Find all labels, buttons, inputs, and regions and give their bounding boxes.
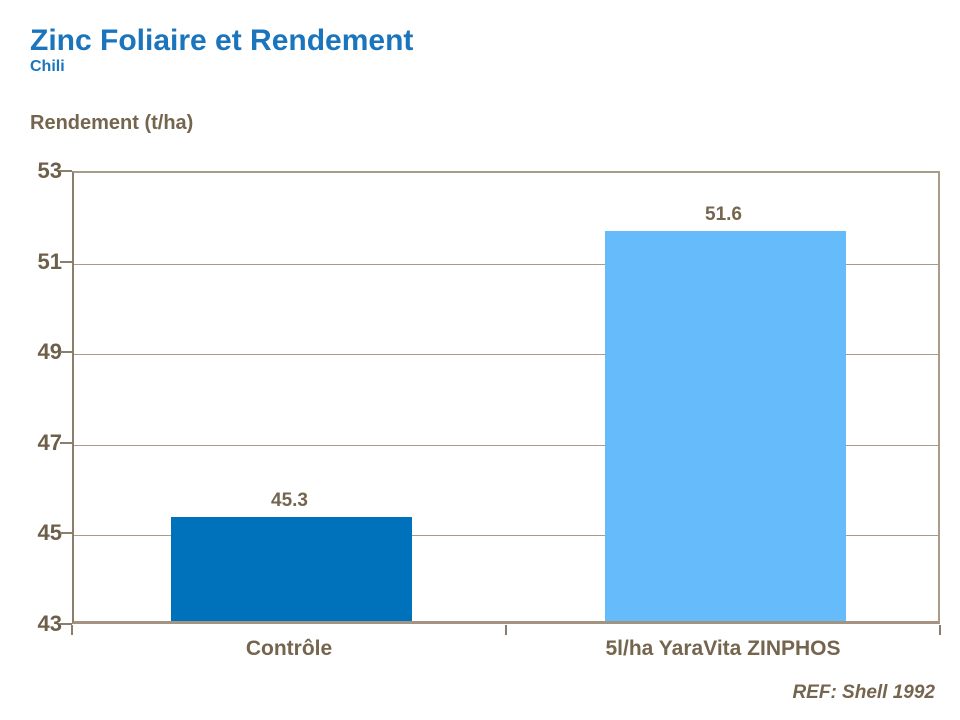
y-tick-mark-47 [60,442,72,444]
y-tick-label-45: 45 [37,520,62,545]
y-tick-label-43: 43 [37,611,62,636]
y-tick-label-49: 49 [37,339,62,364]
y-tick-mark-51 [60,261,72,263]
page-title: Zinc Foliaire et Rendement [30,24,414,57]
reference-note: REF: Shell 1992 [792,682,935,703]
chart-plot-area [72,171,940,624]
x-tick-mark-2 [939,625,941,635]
bar-treated [605,231,846,621]
gridline-51 [74,264,938,265]
y-tick-mark-53 [60,170,72,172]
y-tick-label-53: 53 [37,158,62,183]
y-tick-label-51: 51 [37,249,62,274]
x-category-label-treated: 5l/ha YaraVita ZINPHOS [605,637,841,660]
x-tick-mark-0 [71,625,73,635]
y-axis-title: Rendement (t/ha) [30,112,194,134]
y-tick-mark-43 [60,623,72,625]
x-tick-mark-1 [505,625,507,635]
gridline-47 [74,445,938,446]
bar-value-label-treated: 51.6 [705,204,742,225]
x-category-label-control: Contrôle [245,637,333,660]
page-subtitle: Chili [30,58,65,75]
bar-value-label-control: 45.3 [271,490,308,511]
y-tick-mark-45 [60,532,72,534]
gridline-49 [74,354,938,355]
y-tick-mark-49 [60,351,72,353]
y-tick-label-47: 47 [37,430,62,455]
bar-control [171,517,412,621]
gridline-45 [74,535,938,536]
